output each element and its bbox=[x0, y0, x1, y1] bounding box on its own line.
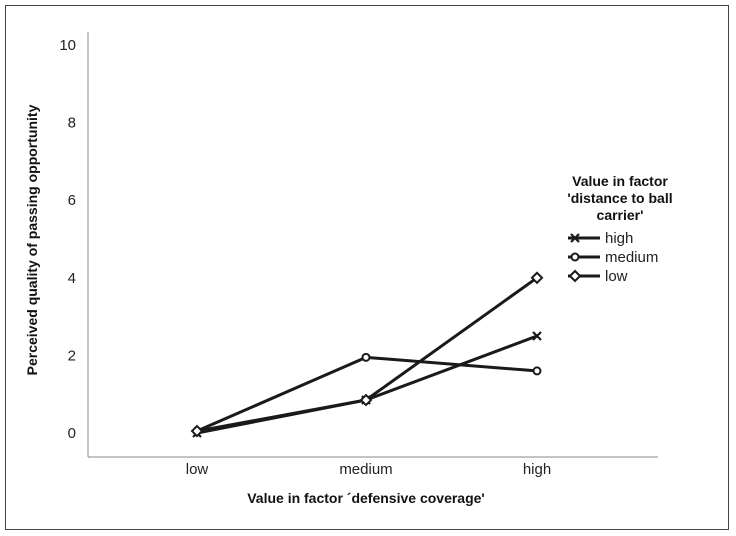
data-point-medium bbox=[532, 366, 542, 376]
legend-item-low: low bbox=[568, 268, 628, 285]
y-tick-label: 2 bbox=[68, 347, 76, 364]
legend-title-line-1: Value in factor bbox=[572, 173, 668, 189]
legend-marker-low bbox=[568, 269, 582, 283]
legend-marker-medium bbox=[570, 252, 580, 262]
x-tick-label: low bbox=[186, 461, 209, 478]
data-point-high bbox=[532, 331, 542, 341]
data-point-low bbox=[359, 393, 373, 407]
legend-item-high: high bbox=[568, 230, 633, 247]
data-point-medium bbox=[361, 352, 371, 362]
legend-items: high medium low bbox=[568, 230, 658, 285]
data-point-low bbox=[530, 271, 544, 285]
legend-title-line-3: carrier' bbox=[597, 207, 644, 223]
x-tick-labels: low medium high bbox=[186, 461, 551, 478]
legend-title-line-2: 'distance to ball bbox=[567, 190, 672, 206]
legend-item-medium: medium bbox=[568, 249, 658, 266]
x-tick-label: high bbox=[523, 461, 551, 478]
y-tick-label: 0 bbox=[68, 425, 76, 442]
legend-marker-high bbox=[570, 233, 580, 243]
axes bbox=[87, 32, 658, 458]
legend-label: low bbox=[605, 268, 628, 285]
y-tick-label: 4 bbox=[68, 270, 76, 287]
y-tick-label: 8 bbox=[68, 115, 76, 132]
legend: Value in factor 'distance to ball carrie… bbox=[567, 173, 672, 285]
y-tick-label: 6 bbox=[68, 192, 76, 209]
legend-label: medium bbox=[605, 249, 658, 266]
y-tick-label: 10 bbox=[59, 37, 76, 54]
x-axis-title: Value in factor ´defensive coverage' bbox=[247, 490, 485, 506]
series-line-high bbox=[196, 334, 538, 435]
y-axis-title: Perceived quality of passing opportunity bbox=[24, 104, 40, 375]
data-point-low bbox=[190, 424, 204, 438]
y-tick-labels: 0 2 4 6 8 10 bbox=[59, 37, 76, 442]
x-tick-label: medium bbox=[339, 461, 392, 478]
series-line-medium bbox=[196, 355, 538, 433]
figure-frame bbox=[5, 5, 729, 530]
series-markers bbox=[190, 271, 544, 438]
legend-label: high bbox=[605, 230, 633, 247]
